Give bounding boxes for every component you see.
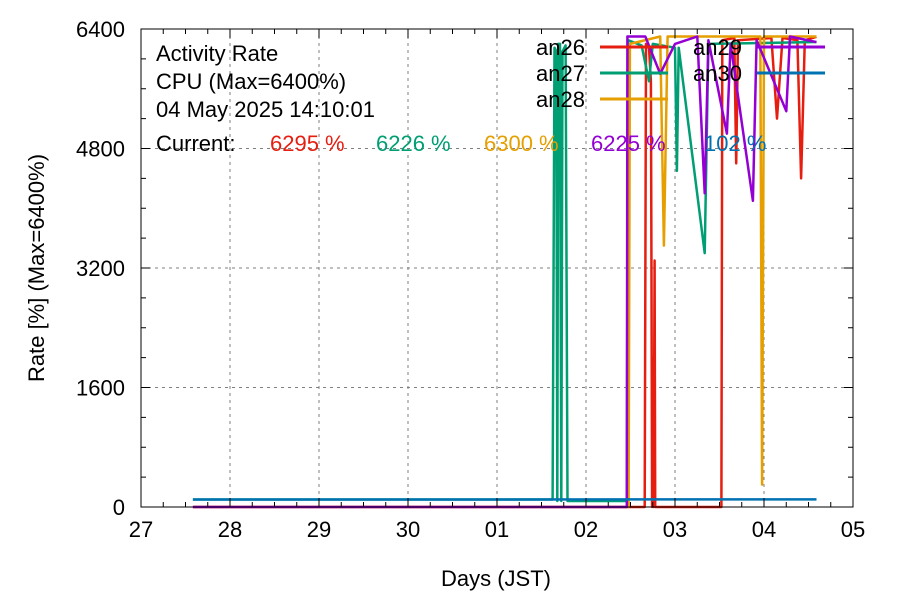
legend-label-an27: an27: [536, 61, 585, 86]
current-value-an28: 6300 %: [484, 131, 559, 156]
x-tick-label: 05: [841, 517, 865, 542]
x-tick-label: 29: [307, 517, 331, 542]
x-tick-label: 30: [396, 517, 420, 542]
series-line-an27: [192, 38, 817, 503]
x-axis-label: Days (JST): [441, 566, 551, 591]
x-tick-label: 04: [752, 517, 776, 542]
legend-label-an28: an28: [536, 87, 585, 112]
chart-title-block: Activity Rate CPU (Max=6400%) 04 May 202…: [156, 41, 375, 156]
y-tick-label: 0: [113, 495, 125, 520]
current-value-an29: 6225 %: [591, 131, 666, 156]
x-tick-label: 01: [485, 517, 509, 542]
title-line-1: Activity Rate: [156, 41, 278, 66]
current-values: 6295 % 6226 % 6300 % 6225 % 102 %: [270, 131, 766, 156]
y-axis-label: Rate [%] (Max=6400%): [24, 154, 49, 382]
title-line-3: 04 May 2025 14:10:01: [156, 97, 375, 122]
title-line-2: CPU (Max=6400%): [156, 69, 346, 94]
series-line-an28: [192, 35, 817, 509]
y-tick-label: 1600: [76, 376, 125, 401]
x-tick-label: 27: [129, 517, 153, 542]
y-tick-label: 3200: [76, 256, 125, 281]
legend-label-an30: an30: [693, 61, 742, 86]
y-tick-label: 6400: [76, 17, 125, 42]
x-tick-label: 02: [574, 517, 598, 542]
current-label: Current:: [156, 131, 235, 156]
axis-ticks: [140, 28, 854, 508]
y-tick-label: 4800: [76, 137, 125, 162]
x-tick-label: 28: [218, 517, 242, 542]
current-value-an26: 6295 %: [270, 131, 345, 156]
legend-label-an29: an29: [693, 35, 742, 60]
x-tick-label: 03: [663, 517, 687, 542]
legend-label-an26: an26: [536, 35, 585, 60]
current-value-an30: 102 %: [704, 131, 766, 156]
series-line-an29: [192, 35, 817, 509]
series-layer: [192, 35, 817, 509]
current-value-an27: 6226 %: [376, 131, 451, 156]
